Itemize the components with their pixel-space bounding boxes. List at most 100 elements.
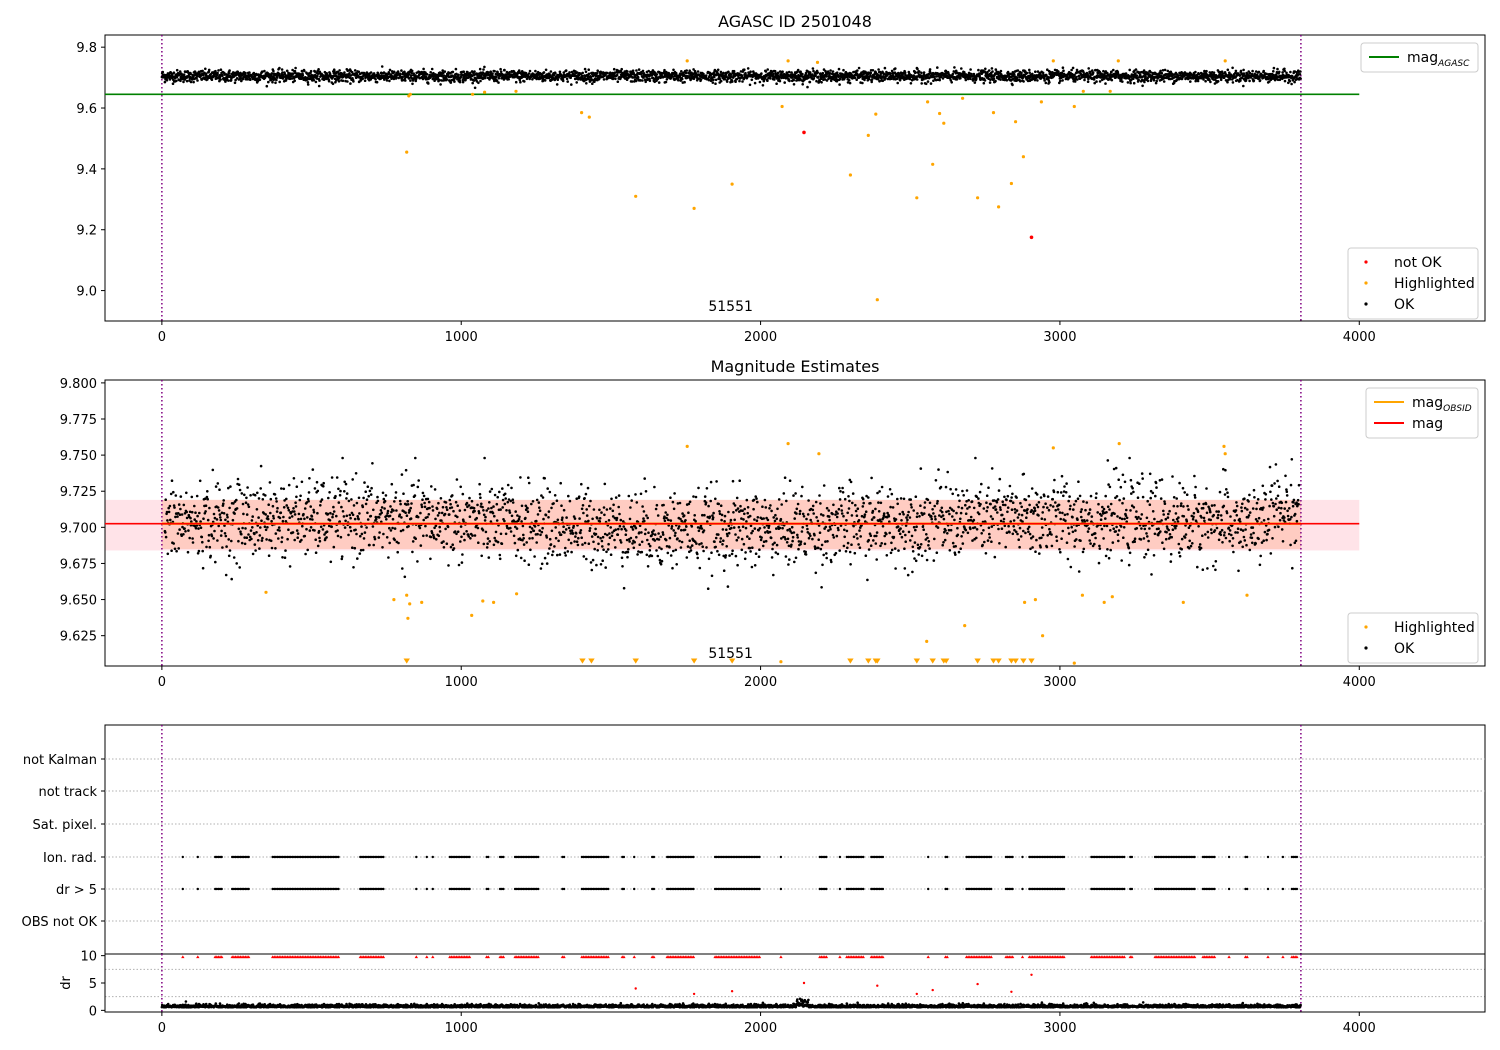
ok-point <box>198 511 201 515</box>
y-tick-label: 9.675 <box>60 557 97 572</box>
ok-point <box>409 506 413 510</box>
ok-point <box>193 70 197 73</box>
ok-point <box>799 77 802 81</box>
ok-point <box>861 81 864 85</box>
ok-point <box>1231 66 1234 70</box>
ok-point <box>564 554 567 557</box>
ok-point <box>282 487 286 491</box>
ok-point <box>340 505 343 509</box>
ok-point <box>369 78 373 81</box>
ok-point <box>166 552 170 556</box>
ok-point <box>493 493 497 497</box>
ok-point <box>272 517 276 520</box>
ok-point <box>314 551 318 554</box>
ok-point <box>255 508 259 511</box>
ok-point <box>219 534 223 537</box>
ok-point <box>374 517 378 521</box>
ok-point <box>637 68 641 71</box>
ok-point <box>657 81 661 84</box>
ok-point <box>1144 74 1147 78</box>
ok-point <box>613 538 616 542</box>
ok-point <box>443 512 447 516</box>
ok-point <box>216 506 220 509</box>
ok-point <box>969 68 972 71</box>
ok-point <box>459 485 463 489</box>
ok-point <box>716 68 720 72</box>
ok-point <box>332 545 336 549</box>
ok-point <box>1058 79 1062 83</box>
ok-point <box>264 528 268 532</box>
ok-point <box>1146 79 1150 83</box>
ok-point <box>172 71 176 74</box>
ok-point <box>224 573 228 577</box>
ok-point <box>648 79 652 83</box>
ok-point <box>286 537 289 541</box>
ok-point <box>448 498 452 502</box>
ok-point <box>671 75 674 78</box>
ok-point <box>634 79 638 83</box>
ok-point <box>1095 80 1098 83</box>
x-tick-label: 3000 <box>1043 330 1076 345</box>
highlighted-point <box>1116 59 1120 63</box>
ok-point <box>590 568 594 572</box>
ok-point <box>299 494 302 498</box>
ok-point <box>741 80 744 83</box>
ok-point <box>533 525 537 528</box>
ok-point <box>487 71 490 74</box>
ok-point <box>1209 80 1212 84</box>
ok-point <box>379 509 383 512</box>
ok-point <box>1251 69 1254 73</box>
ok-point <box>201 566 205 570</box>
ok-point <box>936 66 939 69</box>
ok-point <box>598 508 601 512</box>
ok-point <box>309 526 313 529</box>
ok-point <box>376 499 380 503</box>
ok-point <box>1239 69 1243 73</box>
ok-point <box>331 513 335 516</box>
ok-point <box>672 68 675 72</box>
ok-point <box>346 80 349 83</box>
ok-point <box>176 515 179 518</box>
ok-point <box>1155 79 1158 83</box>
ok-point <box>598 520 602 523</box>
ok-point <box>173 547 177 551</box>
ok-point <box>581 504 585 507</box>
ok-point <box>879 72 883 75</box>
ok-point <box>201 69 204 73</box>
ok-point <box>461 78 465 82</box>
ok-point <box>322 485 325 488</box>
ok-point <box>225 545 228 548</box>
ok-point <box>362 496 365 500</box>
ok-point <box>425 73 429 76</box>
ok-point <box>763 76 767 80</box>
ok-point <box>235 507 239 510</box>
ok-point <box>787 70 791 74</box>
highlighted-point <box>931 162 935 166</box>
ok-point <box>228 72 231 75</box>
ok-point <box>216 539 219 542</box>
ok-point <box>462 520 465 523</box>
ok-point <box>504 497 508 500</box>
ok-point <box>372 72 376 75</box>
ok-point <box>295 495 298 499</box>
ok-point <box>267 503 271 507</box>
ok-point <box>1098 80 1102 83</box>
ok-point <box>218 75 222 79</box>
ok-point <box>340 555 344 558</box>
ok-point <box>1212 71 1216 74</box>
ok-point <box>614 496 618 499</box>
ok-point <box>482 509 485 512</box>
ok-point <box>513 541 517 545</box>
ok-point <box>182 533 185 536</box>
ok-point <box>458 80 462 84</box>
ok-point <box>443 70 447 73</box>
ok-point <box>301 524 304 528</box>
ok-point <box>1036 79 1039 82</box>
x-tick-label: 2000 <box>744 330 777 345</box>
ok-point <box>554 536 558 540</box>
ok-point <box>489 520 493 523</box>
ok-point <box>173 506 176 509</box>
ok-point <box>1034 70 1037 73</box>
ok-point <box>438 530 442 533</box>
ok-point <box>185 491 188 495</box>
